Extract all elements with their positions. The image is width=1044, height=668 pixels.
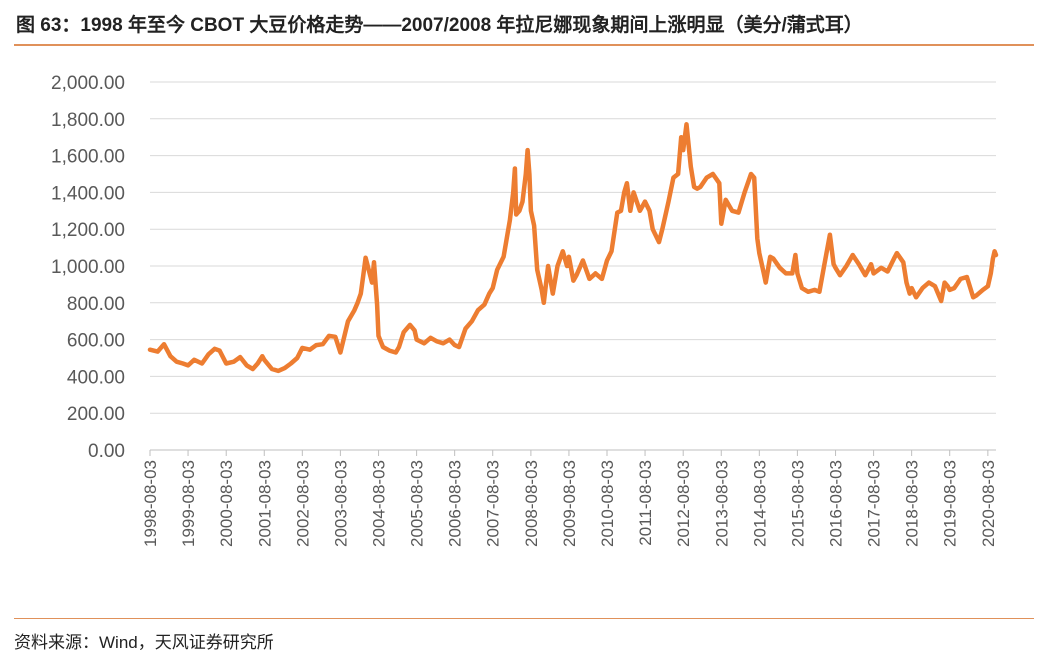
y-tick-label: 0.00	[88, 441, 125, 462]
x-tick-label: 2010-08-03	[598, 460, 617, 547]
x-axis: 1998-08-03 1999-08-03 2000-08-03 2001-08-03…	[141, 449, 998, 547]
source-note: 资料来源：Wind，天风证券研究所	[14, 633, 274, 652]
footer-divider	[14, 618, 1034, 619]
y-tick-label: 800.00	[67, 294, 125, 315]
x-tick-label: 1999-08-03	[179, 460, 198, 547]
price-line-chart: 0.00 200.00 400.00 600.00 800.00 1,000.00 1,20…	[51, 73, 999, 547]
x-tick-label: 2014-08-03	[750, 460, 769, 547]
y-tick-label: 1,400.00	[51, 183, 125, 204]
x-tick-label: 2019-08-03	[941, 460, 960, 547]
x-tick-label: 2002-08-03	[293, 460, 312, 547]
y-tick-label: 1,600.00	[51, 147, 125, 168]
x-tick-label: 2009-08-03	[560, 460, 579, 547]
x-tick-label: 2003-08-03	[331, 460, 350, 547]
y-tick-label: 1,000.00	[51, 257, 125, 278]
x-tick-label: 2007-08-03	[484, 460, 503, 547]
x-tick-label: 2001-08-03	[255, 460, 274, 547]
series-line-cbot-soybean	[147, 122, 999, 374]
x-tick-label: 2011-08-03	[636, 460, 655, 546]
title-divider	[14, 44, 1034, 46]
y-tick-label: 2,000.00	[51, 73, 125, 94]
x-tick-label: 1998-08-03	[141, 460, 160, 547]
x-tick-label: 2020-08-03	[979, 460, 998, 547]
chart-title: 图 63：1998 年至今 CBOT 大豆价格走势——2007/2008 年拉尼…	[16, 15, 863, 36]
y-tick-label: 600.00	[67, 331, 125, 352]
x-tick-label: 2013-08-03	[712, 460, 731, 547]
x-tick-label: 2012-08-03	[674, 460, 693, 547]
y-tick-label: 400.00	[67, 367, 125, 388]
y-tick-label: 1,800.00	[51, 110, 125, 131]
x-tick-label: 2015-08-03	[788, 460, 807, 547]
series-layer	[147, 122, 999, 374]
x-tick-label: 2000-08-03	[217, 460, 236, 547]
y-tick-label: 1,200.00	[51, 220, 125, 241]
x-tick-label: 2018-08-03	[903, 460, 922, 547]
x-tick-label: 2016-08-03	[827, 460, 846, 547]
x-tick-label: 2008-08-03	[522, 460, 541, 547]
y-tick-label: 200.00	[67, 404, 125, 425]
x-tick-label: 2005-08-03	[408, 460, 427, 547]
x-tick-label: 2006-08-03	[446, 460, 465, 547]
x-tick-label: 2017-08-03	[865, 460, 884, 547]
y-axis: 0.00 200.00 400.00 600.00 800.00 1,000.00 1,20…	[51, 73, 125, 462]
x-tick-label: 2004-08-03	[370, 460, 389, 547]
